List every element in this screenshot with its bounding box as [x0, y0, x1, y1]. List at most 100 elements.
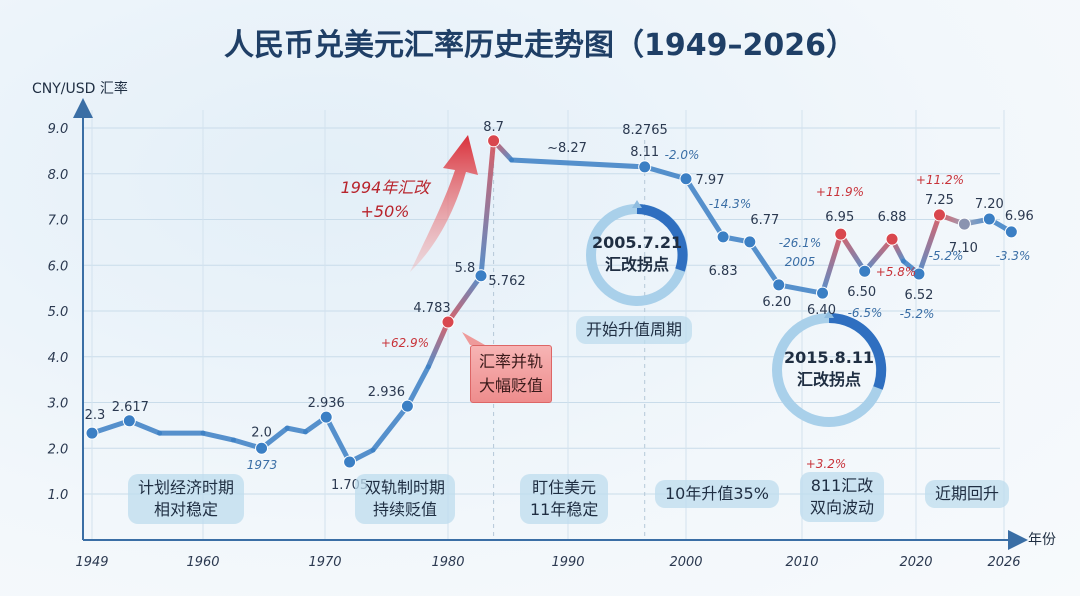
line-segment — [862, 236, 895, 274]
period-811-reform: 811汇改 双向波动 — [800, 472, 885, 522]
ring-2015-caption: 汇改拐点 — [796, 370, 861, 389]
line-segment — [776, 282, 826, 296]
grid — [83, 110, 1005, 540]
point-label: 6.96 — [1005, 209, 1034, 224]
point-labels: 2.32.6172.02.9361.7052.9364.7835.7628.78… — [85, 120, 1034, 493]
point-label: 6.95 — [825, 210, 854, 225]
y-tick-label: 3.0 — [48, 397, 69, 412]
line-segment — [425, 319, 451, 370]
x-tick-label: 1990 — [551, 555, 584, 570]
ring-2005-caption: 汇改拐点 — [604, 255, 669, 274]
data-point — [932, 208, 946, 222]
reform-1994-title: 1994年汇改 — [340, 178, 430, 197]
data-point — [487, 134, 501, 148]
x-tick-label: 2026 — [987, 555, 1020, 570]
point-label: 2.936 — [368, 385, 405, 400]
line-segment — [683, 176, 726, 240]
line-segment — [404, 364, 431, 409]
y-tick-label: 8.0 — [48, 168, 69, 183]
point-label: 7.97 — [696, 173, 725, 188]
ring-2015 — [772, 310, 887, 427]
point-label: 8.7 — [483, 120, 504, 135]
point-label: 7.20 — [975, 197, 1004, 212]
x-tick-label: 1980 — [431, 555, 464, 570]
data-point — [400, 399, 414, 413]
data-point — [343, 455, 357, 469]
line-segment — [370, 403, 410, 453]
chart-title: 人民币兑美元汇率历史走势图（1949–2026） — [224, 28, 856, 63]
red-arrow-icon — [410, 135, 478, 272]
period-recent-rebound: 近期回升 — [925, 480, 1010, 508]
data-point — [912, 267, 926, 281]
x-tick-label: 2010 — [785, 555, 818, 570]
line-segment — [478, 138, 497, 279]
point-label: 2.3 — [85, 408, 106, 423]
label-5-8: 5.8 — [455, 261, 476, 276]
line-segment — [89, 418, 132, 436]
y-tick-label: 7.0 — [48, 214, 69, 229]
percent-change-label: 2005 — [785, 255, 816, 269]
point-label: 2.0 — [251, 425, 272, 440]
percent-change-label: -5.2% — [929, 249, 964, 263]
data-point — [957, 217, 971, 231]
y-axis-label: CNY/USD 汇率 — [32, 80, 128, 97]
point-label: 6.88 — [878, 210, 907, 225]
point-label: 7.10 — [949, 241, 978, 256]
percent-change-label: -5.2% — [900, 307, 935, 321]
approx-8-27-label: ~8.27 — [547, 141, 587, 156]
point-label: 6.83 — [709, 264, 738, 279]
y-tick-label: 5.0 — [48, 305, 69, 320]
unification-line2: 大幅贬值 — [479, 376, 544, 395]
data-point — [679, 172, 693, 186]
data-point — [474, 269, 488, 283]
percent-change-label: +3.2% — [806, 457, 847, 471]
ring-2015-text: 2015.8.11 汇改拐点 — [782, 347, 876, 391]
percent-change-label: -6.5% — [848, 306, 883, 320]
data-point — [982, 212, 996, 226]
period-subtitle: 相对稳定 — [154, 500, 219, 519]
period-subtitle: 持续贬值 — [373, 500, 438, 519]
line-segment — [747, 239, 782, 288]
data-point — [834, 227, 848, 241]
x-tick-label: 1960 — [186, 555, 219, 570]
point-label: 6.40 — [807, 303, 836, 318]
unification-callout: 汇率并轨 大幅贬值 — [470, 345, 553, 403]
callout-pointer — [462, 332, 485, 345]
percent-change-label: +5.8% — [876, 265, 917, 279]
point-label: 2.617 — [112, 400, 149, 415]
ring-2005-text: 2005.7.21 汇改拐点 — [592, 232, 682, 276]
y-tick-label: 1.0 — [48, 488, 69, 503]
percent-change-label: -14.3% — [709, 197, 751, 211]
ring-2015-date: 2015.8.11 — [783, 348, 875, 367]
data-point — [716, 230, 730, 244]
period-title: 近期回升 — [935, 484, 1000, 503]
data-point — [638, 160, 652, 174]
period-subtitle: 双向波动 — [810, 498, 875, 517]
data-point — [319, 410, 333, 424]
x-tick-label: 2020 — [899, 555, 932, 570]
point-label: 6.52 — [904, 288, 933, 303]
data-point — [85, 426, 99, 440]
point-label: 5.762 — [488, 274, 525, 289]
line-segment — [445, 273, 484, 325]
rate-series — [85, 134, 1018, 469]
point-label: 6.77 — [750, 213, 779, 228]
y-tick-label: 6.0 — [48, 259, 69, 274]
x-tick-label: 1949 — [75, 555, 108, 570]
point-label: 2.936 — [308, 396, 345, 411]
y-ticks: 1.0 2.0 3.0 4.0 5.0 6.0 7.0 8.0 9.0 — [48, 122, 69, 503]
year-1973-label: 1973 — [247, 458, 278, 472]
period-title: 双轨制时期 — [365, 478, 446, 497]
peg-8-2765-label: 8.2765 — [622, 123, 668, 138]
point-label: 8.11 — [630, 145, 659, 160]
x-tick-label: 1970 — [308, 555, 341, 570]
data-point — [772, 278, 786, 292]
line-segment — [820, 231, 844, 296]
period-usd-peg: 盯住美元 11年稳定 — [520, 474, 609, 524]
data-point — [885, 232, 899, 246]
x-ticks: 1949 1960 1970 1980 1990 2000 2010 2020 2026 — [75, 555, 1020, 570]
point-label: 4.783 — [413, 301, 450, 316]
data-point — [743, 235, 757, 249]
